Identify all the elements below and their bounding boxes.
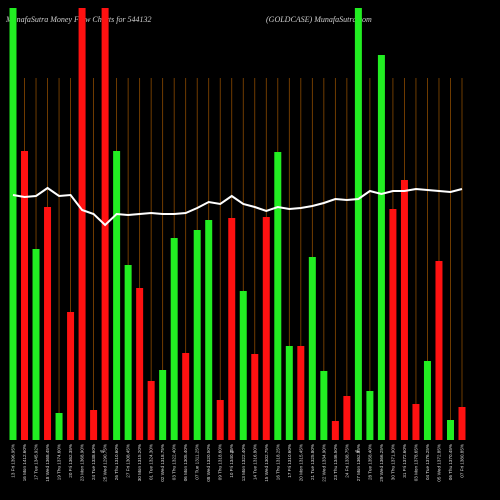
bar <box>78 8 86 440</box>
x-tick-label: 17 Fri 1310.60% <box>287 444 292 478</box>
bar <box>124 265 132 440</box>
bar <box>193 230 201 440</box>
x-tick-label: 28 Tue 1358.40% <box>367 444 372 480</box>
bar <box>67 312 75 440</box>
x-tick-label: 20 Mon 1315.45% <box>298 444 303 481</box>
bar <box>435 261 443 440</box>
percent-mark: % <box>230 449 234 454</box>
chart-title: MunafaSutra Money Flow Charts for 544132 <box>5 15 152 24</box>
x-tick-label: 23 Thu 1346.50% <box>333 444 338 480</box>
x-tick-label: 15 Wed 1302.75% <box>264 444 269 482</box>
bar <box>239 291 247 440</box>
bar <box>274 152 282 440</box>
x-tick-label: 21 Tue 1325.80% <box>310 444 315 480</box>
x-tick-label: 20 Fri 1362.35% <box>68 444 73 478</box>
x-tick-label: 30 Mon 1315.20% <box>137 444 142 481</box>
percent-mark: % <box>355 449 359 454</box>
x-tick-label: 27 Mon 1362.35% <box>356 444 361 481</box>
percent-mark: % <box>100 449 104 454</box>
bar <box>366 391 374 440</box>
bar <box>44 207 52 440</box>
x-tick-label: 09 Thu 1318.60% <box>218 444 223 480</box>
bar <box>147 381 155 440</box>
bar <box>205 220 213 440</box>
bar <box>170 238 178 440</box>
bar <box>446 420 454 440</box>
bar <box>251 354 259 440</box>
x-tick-label: 24 Fri 1338.75% <box>344 444 349 478</box>
bar <box>354 8 362 440</box>
x-tick-label: 03 Thu 1322.40% <box>172 444 177 480</box>
bar <box>389 209 397 440</box>
bar <box>412 404 420 440</box>
x-tick-label: 23 Mon 1368.90% <box>80 444 85 481</box>
bar <box>21 151 29 440</box>
x-tick-label: 16 Mon 1412.60% <box>22 444 27 481</box>
x-tick-label: 26 Thu 1310.60% <box>114 444 119 480</box>
bar <box>308 257 316 440</box>
x-tick-label: 05 Wed 1372.85% <box>436 444 441 482</box>
chart-subtitle: (GOLDCASE) MunafaSutra.com <box>266 15 372 24</box>
x-tick-label: 04 Tue 1376.25% <box>425 444 430 480</box>
bar <box>55 413 63 440</box>
x-tick-label: 07 Fri 1380.85% <box>460 444 465 478</box>
x-tick-label: 02 Wed 1318.75% <box>160 444 165 482</box>
x-tick-label: 16 Thu 1318.25% <box>275 444 280 480</box>
bar <box>423 361 431 440</box>
x-tick-label: 07 Tue 1311.25% <box>195 444 200 480</box>
x-tick-label: 30 Thu 1371.90% <box>390 444 395 480</box>
bar <box>458 407 466 440</box>
x-tick-label: 14 Tue 1316.80% <box>252 444 257 480</box>
line <box>12 186 463 227</box>
x-tick-label: 24 Tue 1338.60% <box>91 444 96 480</box>
bar <box>400 180 408 440</box>
x-tick-label: 10 Fri 1340.25% <box>229 444 234 478</box>
bar <box>320 371 328 440</box>
x-tick-label: 25 Wed 1290.75% <box>103 444 108 482</box>
bar <box>32 249 40 440</box>
bar <box>216 400 224 440</box>
x-tick-label: 03 Mon 1378.65% <box>413 444 418 481</box>
bar <box>90 410 98 440</box>
x-tick-label: 29 Wed 1366.25% <box>379 444 384 482</box>
x-tick-label: 18 Wed 1368.45% <box>45 444 50 482</box>
x-tick-label: 06 Thu 1370.45% <box>448 444 453 480</box>
x-tick-label: 31 Fri 1372.60% <box>402 444 407 478</box>
bar <box>113 151 121 440</box>
bar <box>9 8 17 440</box>
x-tick-label: 22 Wed 1334.90% <box>321 444 326 482</box>
x-tick-label: 08 Wed 1320.50% <box>206 444 211 482</box>
x-tick-label: 13 Mon 1322.40% <box>241 444 246 481</box>
x-tick-label: 06 Mon 1305.40% <box>183 444 188 481</box>
bar <box>228 218 236 440</box>
bar <box>182 353 190 440</box>
bar <box>285 346 293 440</box>
x-tick-label: 27 Fri 1308.45% <box>126 444 131 478</box>
bar <box>136 288 144 440</box>
x-tick-label: 19 Thu 1374.60% <box>57 444 62 480</box>
x-tick-label: 01 Tue 1324.30% <box>149 444 154 480</box>
bar <box>297 346 305 440</box>
bar <box>262 217 270 440</box>
x-tick-label: 17 Tue 1345.92% <box>34 444 39 480</box>
bar <box>331 421 339 440</box>
x-tick-label: 13 Fri 1396.95% <box>11 444 16 478</box>
bar <box>343 396 351 440</box>
bar <box>159 370 167 440</box>
bar <box>377 55 385 440</box>
